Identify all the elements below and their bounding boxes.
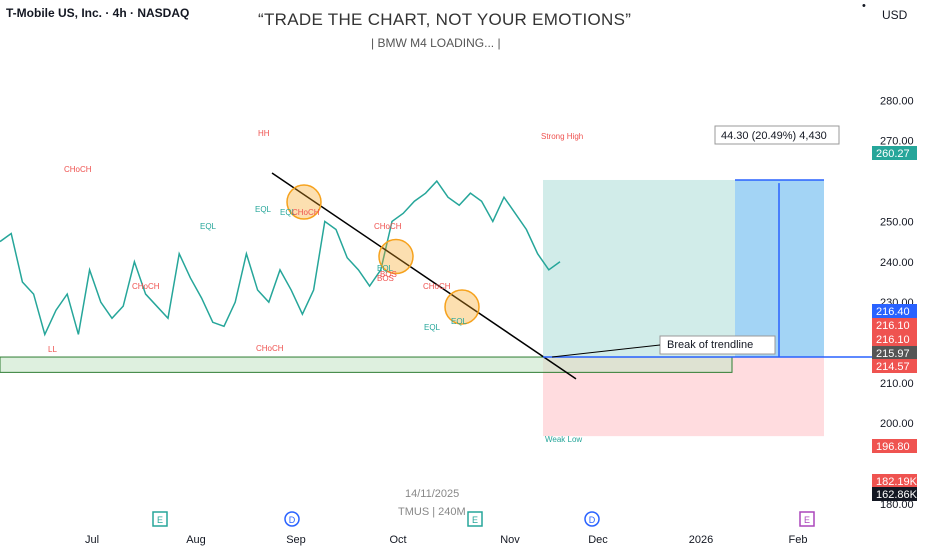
price-tag	[872, 487, 917, 501]
x-tick-label: Dec	[588, 534, 608, 546]
annotation-label: EQL	[280, 208, 297, 217]
price-tag	[872, 359, 917, 373]
annotation-label: CHoCH	[374, 222, 402, 231]
price-tag	[872, 474, 917, 488]
annotation-label: CHoCH	[64, 165, 92, 174]
svg-text:Break of trendline: Break of trendline	[667, 339, 753, 351]
annotation-label: CHoCH	[423, 282, 451, 291]
symbol-title[interactable]: T-Mobile US, Inc. · 4h · NASDAQ	[6, 6, 190, 20]
annotation-label: LL	[48, 345, 57, 354]
annotation-label: EQL	[200, 222, 217, 231]
annotation-label: CHoCH	[132, 282, 160, 291]
trendline	[271, 172, 577, 380]
annotation-label: Strong High	[541, 132, 583, 141]
price-tag-label: 216.40	[876, 306, 910, 318]
price-tag-label: 215.97	[876, 348, 910, 360]
x-tick-label: Feb	[789, 534, 808, 546]
watermark-date: 14/11/2025	[405, 488, 459, 500]
price-line	[0, 179, 561, 337]
price-tag-label: 196.80	[876, 441, 910, 453]
x-tick-label: Jul	[85, 534, 99, 546]
price-tag	[872, 304, 917, 318]
price-tag-label: 216.10	[876, 320, 910, 332]
y-tick-label: 210.00	[880, 378, 914, 390]
annotation-label: BOS	[377, 274, 394, 283]
highlight-circle	[444, 289, 480, 325]
annotation-label: CHoCH	[292, 208, 320, 217]
highlight-circle	[378, 238, 414, 275]
annotation-label: EQL	[424, 323, 441, 332]
y-tick-label: 280.00	[880, 95, 914, 107]
menu-dot-icon[interactable]: •	[862, 0, 866, 12]
x-tick-label: Aug	[186, 534, 206, 546]
annotation-label: EQL	[451, 317, 468, 326]
x-tick-label: 2026	[689, 534, 713, 546]
event-marker	[467, 511, 483, 527]
price-tag-label: 214.57	[876, 361, 910, 373]
target-label: 44.30 (20.49%) 4,430	[714, 125, 840, 145]
event-marker-label: D	[289, 515, 296, 525]
price-tag-label: 216.10	[876, 334, 910, 346]
y-tick-label: 240.00	[880, 257, 914, 269]
price-tag	[872, 146, 917, 160]
x-tick-label: Sep	[286, 534, 306, 546]
annotation-label: BOS	[380, 270, 397, 279]
time-axis: Jul Aug Sep Oct Nov Dec 2026 Feb	[85, 534, 808, 546]
y-tick-label: 270.00	[880, 136, 914, 148]
price-tag	[872, 346, 917, 360]
price-tag-label: 182.19K	[876, 476, 918, 488]
event-marker-label: E	[157, 515, 163, 525]
annotation-label: EQL	[255, 205, 272, 214]
event-marker	[284, 511, 300, 527]
chart-quote: “TRADE THE CHART, NOT YOUR EMOTIONS”	[258, 10, 632, 29]
demand-zone	[0, 356, 733, 373]
callout: Break of trendline	[551, 335, 776, 358]
price-tag	[872, 439, 917, 453]
x-tick-label: Oct	[389, 534, 406, 546]
event-marker	[584, 511, 600, 527]
annotation-label: Weak Low	[545, 435, 582, 444]
price-tag	[872, 318, 917, 332]
chart-subtitle: | BMW M4 LOADING... |	[371, 36, 501, 50]
event-marker	[152, 511, 168, 527]
y-tick-label: 200.00	[880, 418, 914, 430]
watermark-ticker: TMUS | 240M	[398, 506, 466, 518]
highlight-circle	[286, 184, 322, 220]
event-marker	[799, 511, 815, 527]
y-tick-label: 250.00	[880, 216, 914, 228]
event-marker-label: E	[472, 515, 478, 525]
event-marker-label: E	[804, 515, 810, 525]
annotation-label: HH	[258, 129, 270, 138]
price-tag-label: 260.27	[876, 148, 910, 160]
annotation-label: CHoCH	[256, 344, 284, 353]
y-tick-label: 180.00	[880, 499, 914, 511]
price-tag	[872, 332, 917, 346]
event-marker-label: D	[589, 515, 596, 525]
svg-text:44.30 (20.49%) 4,430: 44.30 (20.49%) 4,430	[721, 130, 827, 142]
x-tick-label: Nov	[500, 534, 520, 546]
currency-label[interactable]: USD	[882, 8, 908, 22]
price-tag-label: 162.86K	[876, 489, 918, 501]
annotation-label: EQL	[377, 264, 394, 273]
